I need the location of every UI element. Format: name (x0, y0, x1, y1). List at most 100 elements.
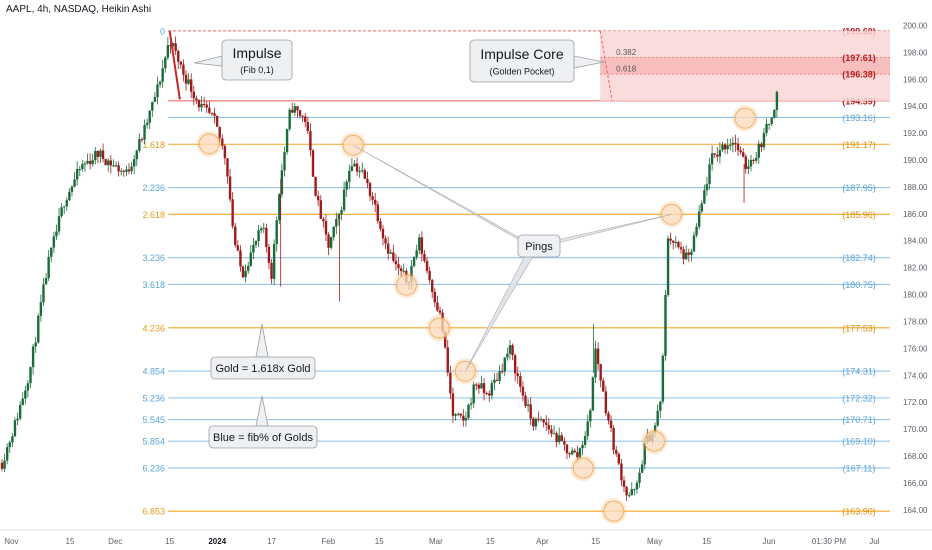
time-tick-label: Nov (4, 537, 18, 546)
price-tick-label: 186.00 (903, 210, 928, 219)
candle-body (179, 61, 183, 65)
candle-body (353, 163, 356, 167)
candle-body (475, 384, 478, 386)
candle-body (477, 384, 481, 389)
candle-body (104, 158, 107, 166)
candle-body (316, 195, 320, 201)
fib-ratio-label: 4.854 (142, 367, 165, 377)
candle-body (773, 109, 776, 118)
candle-body (565, 444, 569, 454)
candle-body (259, 228, 263, 231)
price-tick-label: 170.00 (903, 425, 928, 434)
candle-body (91, 160, 94, 164)
level-price-label: (180.75) (842, 280, 876, 290)
candle-body (570, 450, 574, 455)
candle-body (293, 106, 297, 113)
candle-body (723, 144, 727, 150)
candle-body (493, 379, 496, 383)
candle-body (247, 265, 250, 271)
core-zone-edge (599, 30, 613, 102)
impulse-callout-title: Impulse (232, 45, 281, 61)
candle-body (140, 139, 144, 141)
candle-body (534, 418, 538, 427)
time-tick-label: Apr (536, 537, 549, 546)
candle-body (288, 109, 291, 130)
candle-body (70, 186, 74, 192)
candle-body (697, 211, 701, 227)
candle-body (208, 107, 211, 113)
candle-body (285, 129, 289, 153)
candle-body (550, 429, 553, 434)
blue-callout-title: Blue = fib% of Golds (213, 432, 313, 444)
candle-body (718, 150, 722, 157)
price-tick-label: 180.00 (903, 291, 928, 300)
candle-body (454, 414, 457, 416)
candle-body (26, 383, 30, 391)
candle-body (171, 43, 175, 46)
candle-body (213, 113, 216, 116)
candle-body (666, 238, 670, 296)
time-tick-label: Feb (321, 537, 335, 546)
level-price-label: (185.96) (842, 210, 876, 220)
candle-body (379, 221, 382, 229)
candle-body (480, 383, 483, 389)
time-tick-label: 15 (486, 537, 495, 546)
candle-body (270, 262, 273, 279)
level-price-label: (191.17) (842, 140, 876, 150)
candle-body (519, 376, 522, 387)
candle-body (345, 181, 348, 190)
candle-body (13, 420, 17, 437)
candle-body (272, 244, 276, 279)
candle-body (21, 398, 24, 406)
candle-body (581, 444, 584, 449)
candle-body (11, 436, 14, 443)
candle-body (638, 472, 641, 483)
candle-body (591, 377, 595, 411)
price-tick-label: 182.00 (903, 264, 928, 273)
candle-body (682, 249, 685, 260)
candle-body (228, 176, 232, 200)
candle-body (5, 447, 9, 461)
candle-body (337, 214, 341, 219)
candle-body (653, 425, 657, 433)
price-tick-label: 178.00 (903, 317, 928, 326)
candle-body (39, 302, 43, 316)
impulse-core-zone: 0.382 (197.61) 0.618 (196.38) (599, 30, 890, 102)
candle-body (739, 150, 742, 153)
candle-body (301, 115, 304, 117)
candle-body (34, 342, 37, 347)
level-price-label: (187.95) (842, 183, 876, 193)
candle-body (319, 200, 322, 219)
candle-body (78, 169, 81, 171)
candle-body (187, 79, 190, 84)
candle-body (498, 371, 501, 381)
candle-body (690, 251, 693, 255)
candle-body (205, 104, 208, 108)
candle-body (656, 410, 659, 426)
candle-body (488, 393, 491, 396)
candle-body (462, 415, 465, 421)
candle-body (511, 345, 514, 356)
candle-body (752, 159, 755, 161)
level-price-label: (194.39) (842, 96, 876, 106)
candle-body (143, 125, 146, 140)
ping-marker (644, 430, 666, 452)
candle-body (156, 84, 159, 98)
candle-body (607, 413, 610, 421)
time-tick-label: May (647, 537, 662, 546)
candle-body (749, 159, 753, 167)
candle-body (130, 166, 133, 172)
candle-body (355, 163, 359, 172)
candle-body (221, 138, 224, 146)
core-callout-tail (573, 55, 605, 69)
core-callout-title: Impulse Core (480, 46, 563, 62)
time-tick-label: Dec (108, 537, 122, 546)
candle-body (226, 158, 229, 177)
candle-body (47, 256, 50, 279)
candle-body (684, 252, 688, 260)
candle-body (322, 218, 325, 222)
candle-body (283, 152, 286, 171)
candle-body (428, 270, 431, 281)
golden-pocket-band (600, 57, 890, 75)
